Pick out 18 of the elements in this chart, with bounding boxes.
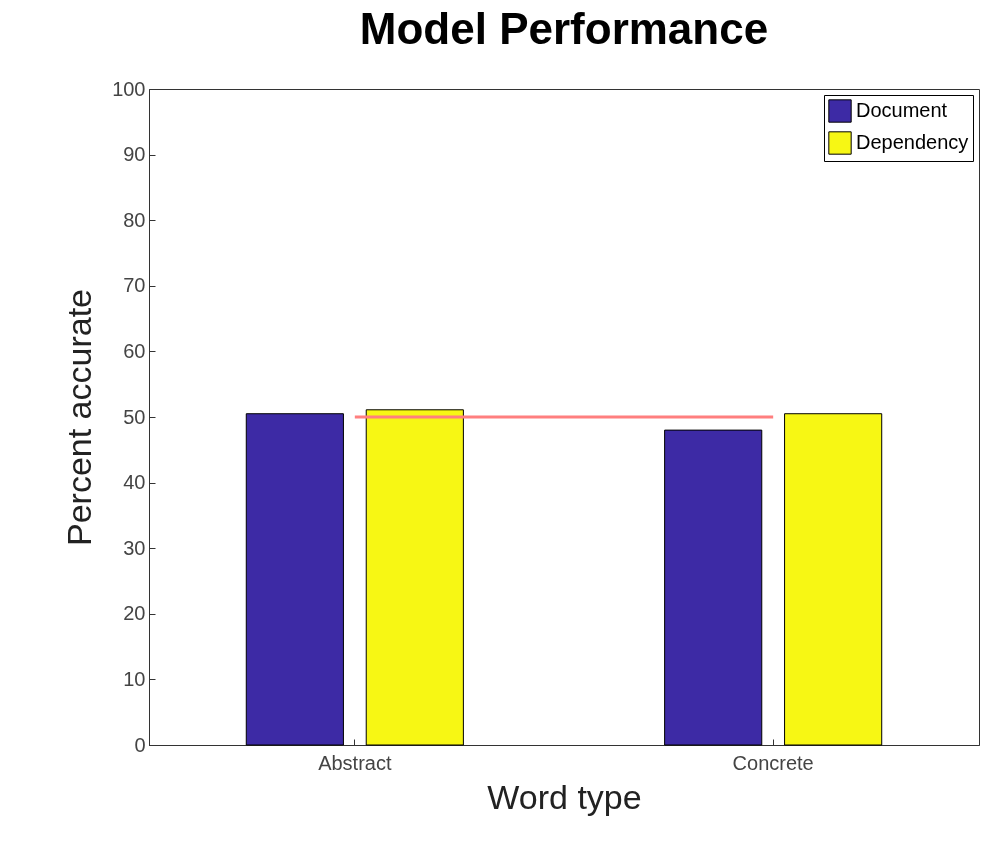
y-tick-label: 20 [123, 602, 146, 625]
x-axis-title: Word type [487, 777, 642, 816]
y-tick-label: 80 [123, 208, 146, 231]
legend-label: Document [856, 99, 948, 121]
x-tick-label: Concrete [732, 751, 814, 774]
x-tick-label: Abstract [318, 751, 392, 774]
y-tick-label: 10 [123, 667, 146, 690]
y-tick-label: 90 [123, 143, 146, 166]
y-tick-label: 60 [123, 339, 146, 362]
y-tick-label: 30 [123, 536, 146, 559]
y-tick-label: 100 [112, 77, 146, 100]
y-tick-label: 0 [134, 733, 146, 756]
legend-label: Dependency [856, 131, 969, 153]
y-tick-label: 40 [123, 471, 146, 494]
y-tick-label: 50 [123, 405, 146, 428]
y-tick-label: 70 [123, 274, 146, 297]
y-axis-title: Percent accurate [60, 288, 99, 547]
chart-title: Model Performance [359, 4, 769, 53]
